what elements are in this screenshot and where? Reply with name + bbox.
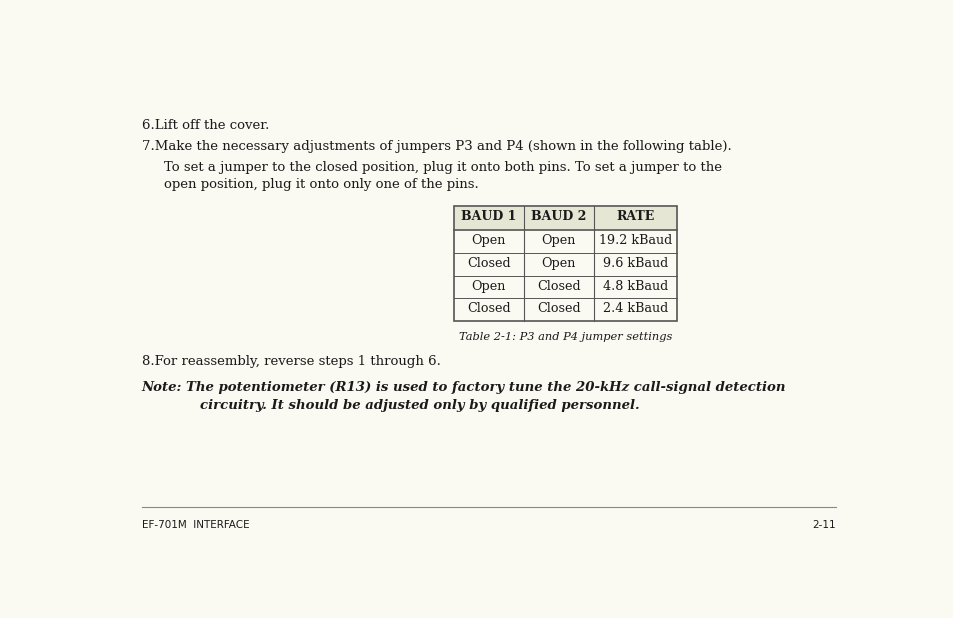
Text: Open: Open xyxy=(471,234,506,247)
Text: circuitry. It should be adjusted only by qualified personnel.: circuitry. It should be adjusted only by… xyxy=(199,399,639,412)
Text: 6.Lift off the cover.: 6.Lift off the cover. xyxy=(142,119,269,132)
Text: Open: Open xyxy=(541,234,576,247)
Text: RATE: RATE xyxy=(616,210,654,223)
Text: Closed: Closed xyxy=(537,280,579,293)
Text: Note: The potentiometer (R13) is used to factory tune the 20-kHz call-signal det: Note: The potentiometer (R13) is used to… xyxy=(142,381,785,394)
Text: EF-701M  INTERFACE: EF-701M INTERFACE xyxy=(142,520,249,530)
Text: Open: Open xyxy=(471,280,506,293)
Bar xyxy=(454,206,677,321)
Text: 2-11: 2-11 xyxy=(812,520,835,530)
Text: open position, plug it onto only one of the pins.: open position, plug it onto only one of … xyxy=(164,178,478,191)
Text: Closed: Closed xyxy=(537,302,579,315)
Text: 2.4 kBaud: 2.4 kBaud xyxy=(602,302,667,315)
Bar xyxy=(454,206,677,230)
Text: BAUD 1: BAUD 1 xyxy=(460,210,517,223)
Text: Closed: Closed xyxy=(467,302,510,315)
Text: 8.For reassembly, reverse steps 1 through 6.: 8.For reassembly, reverse steps 1 throug… xyxy=(142,355,440,368)
Text: 4.8 kBaud: 4.8 kBaud xyxy=(602,280,667,293)
Text: 9.6 kBaud: 9.6 kBaud xyxy=(602,257,667,270)
Text: Table 2-1: P3 and P4 jumper settings: Table 2-1: P3 and P4 jumper settings xyxy=(458,332,672,342)
Text: To set a jumper to the closed position, plug it onto both pins. To set a jumper : To set a jumper to the closed position, … xyxy=(164,161,721,174)
Text: 19.2 kBaud: 19.2 kBaud xyxy=(598,234,671,247)
Text: Closed: Closed xyxy=(467,257,510,270)
Text: Open: Open xyxy=(541,257,576,270)
Text: BAUD 2: BAUD 2 xyxy=(531,210,586,223)
Text: 7.Make the necessary adjustments of jumpers P3 and P4 (shown in the following ta: 7.Make the necessary adjustments of jump… xyxy=(142,140,731,153)
